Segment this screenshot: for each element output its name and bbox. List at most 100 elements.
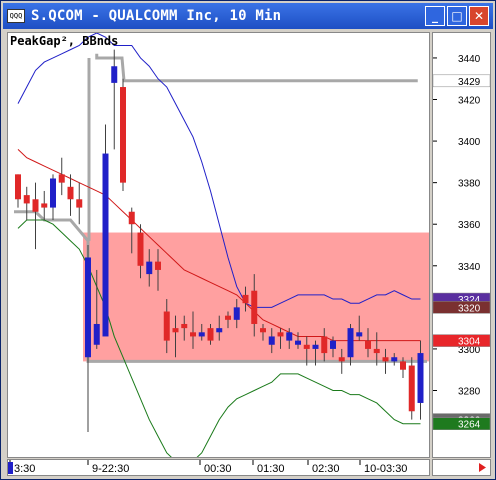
candle-body xyxy=(41,203,48,208)
price-tick-label: 3280 xyxy=(458,386,481,397)
candle xyxy=(365,328,371,358)
candle-body xyxy=(391,357,398,362)
price-marker-label: 3320 xyxy=(458,303,481,314)
candle-body xyxy=(338,357,345,362)
candle xyxy=(277,328,284,349)
time-axis[interactable]: 3:30 9-22:30 00:30 01:30 02:30 10-03:30 xyxy=(7,459,430,476)
candle xyxy=(85,245,91,433)
price-axis[interactable]: 3440 3420 3400 3380 3360 3340 3320 3300 3280 3429… xyxy=(432,32,491,458)
candle xyxy=(137,224,144,279)
candle xyxy=(190,311,196,349)
candle xyxy=(32,182,39,250)
candle-body xyxy=(137,232,144,266)
candle xyxy=(330,336,336,358)
candle xyxy=(295,332,301,349)
candle-body xyxy=(111,66,118,83)
candle-body xyxy=(58,174,65,183)
time-tick-label: 00:30 xyxy=(204,463,232,475)
candle xyxy=(155,249,161,291)
candle xyxy=(67,174,74,216)
candle-body xyxy=(50,178,56,208)
candle-body xyxy=(146,261,153,275)
candle-body xyxy=(400,361,406,370)
candle-body xyxy=(268,336,275,345)
time-tick-label: 3:30 xyxy=(14,463,35,475)
candle-body xyxy=(408,365,415,412)
candle xyxy=(120,78,126,191)
candle-body xyxy=(15,174,21,200)
chart-svg xyxy=(14,32,429,466)
candle xyxy=(400,357,406,379)
candle-body xyxy=(295,340,301,345)
close-icon[interactable]: ✕ xyxy=(469,6,489,26)
candle xyxy=(233,299,240,329)
candle xyxy=(23,186,30,221)
candle xyxy=(373,332,380,366)
candle-body xyxy=(321,336,328,354)
minimize-icon[interactable]: _ xyxy=(425,6,445,26)
price-marker-label: 3264 xyxy=(458,420,481,431)
candle-body xyxy=(225,315,231,320)
candle xyxy=(146,249,153,287)
candle xyxy=(286,328,293,349)
candle xyxy=(207,323,214,345)
candle-body xyxy=(382,357,389,362)
candle-body xyxy=(347,328,354,358)
candle-body xyxy=(260,328,266,333)
candle xyxy=(76,182,83,225)
candle-body xyxy=(286,332,293,341)
time-axis-svg: 3:30 9-22:30 00:30 01:30 02:30 10-03:30 xyxy=(8,460,407,475)
candle xyxy=(260,323,266,341)
price-tick-label: 3360 xyxy=(458,220,481,231)
candle-body xyxy=(23,195,30,204)
time-tick-label: 10-03:30 xyxy=(364,463,407,475)
price-marker-label: 3324 xyxy=(458,295,481,306)
candle-body xyxy=(312,344,319,349)
candle xyxy=(251,274,258,337)
candle xyxy=(338,348,345,374)
candle xyxy=(111,49,118,150)
price-tick-label: 3420 xyxy=(458,96,481,107)
candle-body xyxy=(417,353,424,403)
candle xyxy=(303,336,310,366)
candle-body xyxy=(277,332,284,337)
candle-body xyxy=(32,199,39,212)
candle-body xyxy=(216,328,223,333)
candle xyxy=(198,323,205,341)
candle xyxy=(128,207,135,254)
price-tick-label: 3440 xyxy=(458,54,481,65)
price-tick-label: 3400 xyxy=(458,137,481,148)
candle-body xyxy=(207,328,214,341)
candle xyxy=(58,157,65,196)
candle xyxy=(172,315,179,358)
price-tick-label: 3340 xyxy=(458,262,481,273)
window-title: S.QCOM - QUALCOMM Inc, 10 Min xyxy=(31,8,282,24)
candle-body xyxy=(190,332,196,337)
candle xyxy=(321,328,328,362)
candle xyxy=(417,340,424,420)
candle xyxy=(93,269,100,349)
peak-line-upper xyxy=(95,53,418,83)
candle xyxy=(312,340,319,366)
candle-body xyxy=(85,257,91,358)
time-tick-label: 9-22:30 xyxy=(92,463,129,475)
title-bar[interactable]: QQQ S.QCOM - QUALCOMM Inc, 10 Min _ □ ✕ xyxy=(3,3,493,29)
candle-body xyxy=(155,261,161,270)
candle xyxy=(225,311,231,329)
candle xyxy=(268,328,275,354)
time-scroll-marker[interactable] xyxy=(8,462,13,474)
scroll-right-icon[interactable] xyxy=(479,463,486,472)
candle xyxy=(391,353,398,366)
candle-body xyxy=(233,307,240,320)
maximize-icon[interactable]: □ xyxy=(447,6,467,26)
price-plot-area[interactable] xyxy=(7,32,430,466)
price-marker-label: 3429 xyxy=(458,77,481,88)
upper-band-line xyxy=(17,32,421,308)
time-tick-label: 01:30 xyxy=(257,463,285,475)
candle-body xyxy=(120,87,126,183)
candle xyxy=(15,174,21,208)
candle-body xyxy=(67,186,74,200)
candle-body xyxy=(365,340,371,349)
study-label: PeakGap², BBnds xyxy=(10,34,119,48)
